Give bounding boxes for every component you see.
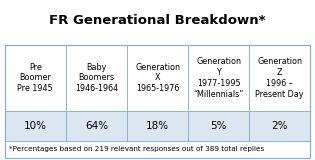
- Text: *Percentages based on 219 relevant responses out of 389 total replies: *Percentages based on 219 relevant respo…: [9, 146, 265, 152]
- Text: 5%: 5%: [210, 121, 227, 131]
- Text: Generation
X
1965-1976: Generation X 1965-1976: [135, 63, 180, 93]
- Text: Generation
Z
1996 –
Present Day: Generation Z 1996 – Present Day: [255, 57, 304, 99]
- Bar: [66, 111, 127, 141]
- Text: FR Generational Breakdown*: FR Generational Breakdown*: [49, 14, 266, 27]
- Text: Baby
Boomers
1946-1964: Baby Boomers 1946-1964: [75, 63, 118, 93]
- Text: 2%: 2%: [272, 121, 288, 131]
- Bar: [127, 111, 188, 141]
- Bar: [5, 45, 66, 111]
- Bar: [66, 45, 127, 111]
- Bar: [188, 45, 249, 111]
- Bar: [249, 45, 310, 111]
- Text: 64%: 64%: [85, 121, 108, 131]
- Bar: [127, 45, 188, 111]
- Bar: [249, 111, 310, 141]
- Text: 10%: 10%: [24, 121, 47, 131]
- Bar: [5, 45, 310, 158]
- Bar: [188, 111, 249, 141]
- Text: Generation
Y
1977-1995
“Millennials”: Generation Y 1977-1995 “Millennials”: [193, 57, 244, 99]
- Bar: [5, 111, 66, 141]
- Text: 18%: 18%: [146, 121, 169, 131]
- Text: Pre
Boomer
Pre 1945: Pre Boomer Pre 1945: [17, 63, 53, 93]
- Bar: [5, 141, 310, 158]
